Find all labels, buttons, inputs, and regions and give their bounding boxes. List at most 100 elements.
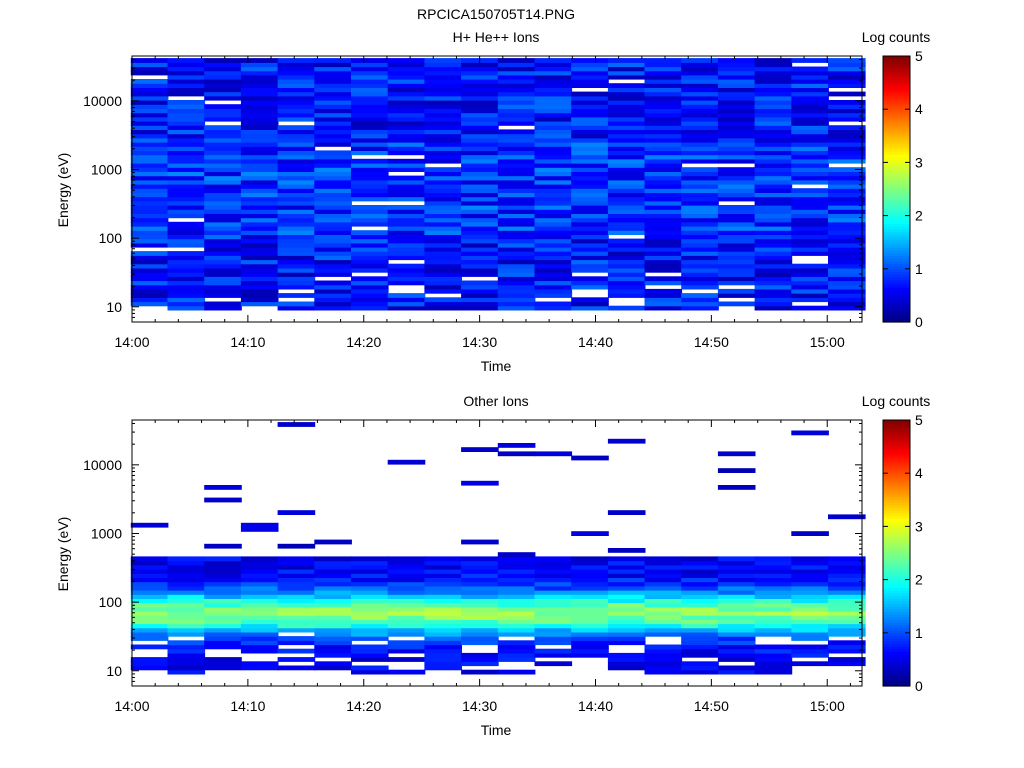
heatmap-cell — [387, 569, 426, 574]
colorbar-segment — [883, 271, 910, 275]
heatmap-cell — [130, 623, 169, 629]
heatmap-cell — [387, 192, 426, 198]
heatmap-cell — [277, 564, 316, 570]
heatmap-cell — [351, 301, 389, 307]
heatmap-cell — [277, 573, 316, 578]
heatmap-cell — [424, 246, 462, 252]
heatmap-cell — [167, 288, 206, 294]
heatmap-cell — [791, 590, 829, 595]
heatmap-cell — [240, 594, 279, 599]
heatmap-cell — [461, 560, 499, 566]
heatmap-cell — [130, 184, 169, 189]
heatmap-cell — [644, 665, 683, 671]
heatmap-cell — [791, 569, 829, 574]
heatmap-cell — [644, 606, 683, 612]
heatmap-cell — [351, 636, 389, 641]
heatmap-cell — [791, 116, 829, 122]
heatmap-cell — [277, 230, 316, 235]
heatmap-cell — [277, 196, 316, 202]
heatmap-cell — [534, 631, 573, 637]
colorbar-segment — [883, 63, 910, 68]
heatmap-cell — [754, 200, 793, 206]
heatmap-cell — [754, 606, 793, 612]
colorbar-segment — [883, 255, 910, 259]
colorbar-segment — [883, 683, 910, 687]
heatmap-cell — [461, 213, 499, 219]
colorbar-segment — [883, 295, 910, 299]
heatmap-cell — [717, 485, 756, 490]
heatmap-cell — [754, 58, 793, 63]
heatmap-cell — [130, 606, 169, 612]
heatmap-cell — [791, 146, 829, 151]
heatmap-cell — [828, 175, 866, 181]
heatmap-cell — [424, 301, 462, 307]
heatmap-cell — [130, 267, 169, 273]
heatmap-cell — [717, 665, 756, 671]
heatmap-cell — [754, 301, 793, 307]
heatmap-cell — [277, 221, 316, 227]
heatmap-cell — [681, 305, 719, 311]
heatmap-cell — [387, 79, 426, 84]
heatmap-cell — [497, 631, 536, 637]
heatmap-cell — [461, 116, 499, 122]
heatmap-cell — [644, 301, 683, 307]
heatmap-cell — [461, 108, 499, 114]
colorbar-label: Log counts — [862, 393, 931, 409]
heatmap-cell — [204, 255, 242, 261]
heatmap-cell — [644, 569, 683, 574]
heatmap-cell — [607, 226, 646, 231]
heatmap-cell — [791, 238, 829, 244]
heatmap-cell — [204, 142, 242, 147]
heatmap-cell — [424, 569, 462, 574]
colorbar-segment — [883, 77, 910, 81]
colorbar-segment — [883, 595, 910, 599]
heatmap-cell — [424, 284, 462, 290]
heatmap-cell — [461, 288, 499, 294]
heatmap-cell — [387, 58, 426, 63]
heatmap-cell — [754, 66, 793, 72]
heatmap-cell — [351, 590, 389, 595]
heatmap-cell — [681, 230, 719, 235]
heatmap-cell — [424, 226, 462, 231]
heatmap-cell — [791, 430, 829, 436]
heatmap-cell — [130, 58, 169, 63]
heatmap-cell — [461, 188, 499, 193]
heatmap-cell — [717, 640, 756, 646]
heatmap-cell — [754, 251, 793, 256]
heatmap-cell — [424, 129, 462, 135]
heatmap-cell — [791, 293, 829, 298]
heatmap-cell — [681, 581, 719, 587]
heatmap-cell — [277, 112, 316, 118]
heatmap-cell — [607, 284, 646, 290]
heatmap-cell — [717, 468, 756, 473]
heatmap-cell — [277, 602, 316, 608]
heatmap-cell — [571, 602, 609, 608]
heatmap-cell — [314, 213, 352, 219]
heatmap-cell — [754, 602, 793, 608]
heatmap-cell — [351, 137, 389, 143]
heatmap-cell — [167, 627, 206, 633]
heatmap-cell — [277, 305, 316, 311]
colorbar-segment — [883, 252, 910, 257]
heatmap-cell — [204, 602, 242, 608]
heatmap-cell — [387, 179, 426, 185]
heatmap-cell — [240, 297, 279, 303]
heatmap-cell — [240, 648, 279, 654]
heatmap-cell — [240, 636, 279, 641]
heatmap-cell — [130, 569, 169, 574]
heatmap-cell — [791, 251, 829, 256]
heatmap-cell — [497, 301, 536, 307]
heatmap-cell — [681, 217, 719, 223]
heatmap-cell — [240, 192, 279, 198]
heatmap-cell — [461, 585, 499, 591]
heatmap-cell — [754, 100, 793, 105]
heatmap-cell — [314, 594, 352, 599]
heatmap-cell — [461, 267, 499, 273]
colorbar-segment — [883, 518, 910, 522]
colorbar-tick-label: 3 — [915, 154, 923, 170]
colorbar-segment — [883, 103, 910, 108]
colorbar-segment — [883, 672, 910, 676]
colorbar-segment — [883, 173, 910, 177]
heatmap-cell — [828, 112, 866, 118]
